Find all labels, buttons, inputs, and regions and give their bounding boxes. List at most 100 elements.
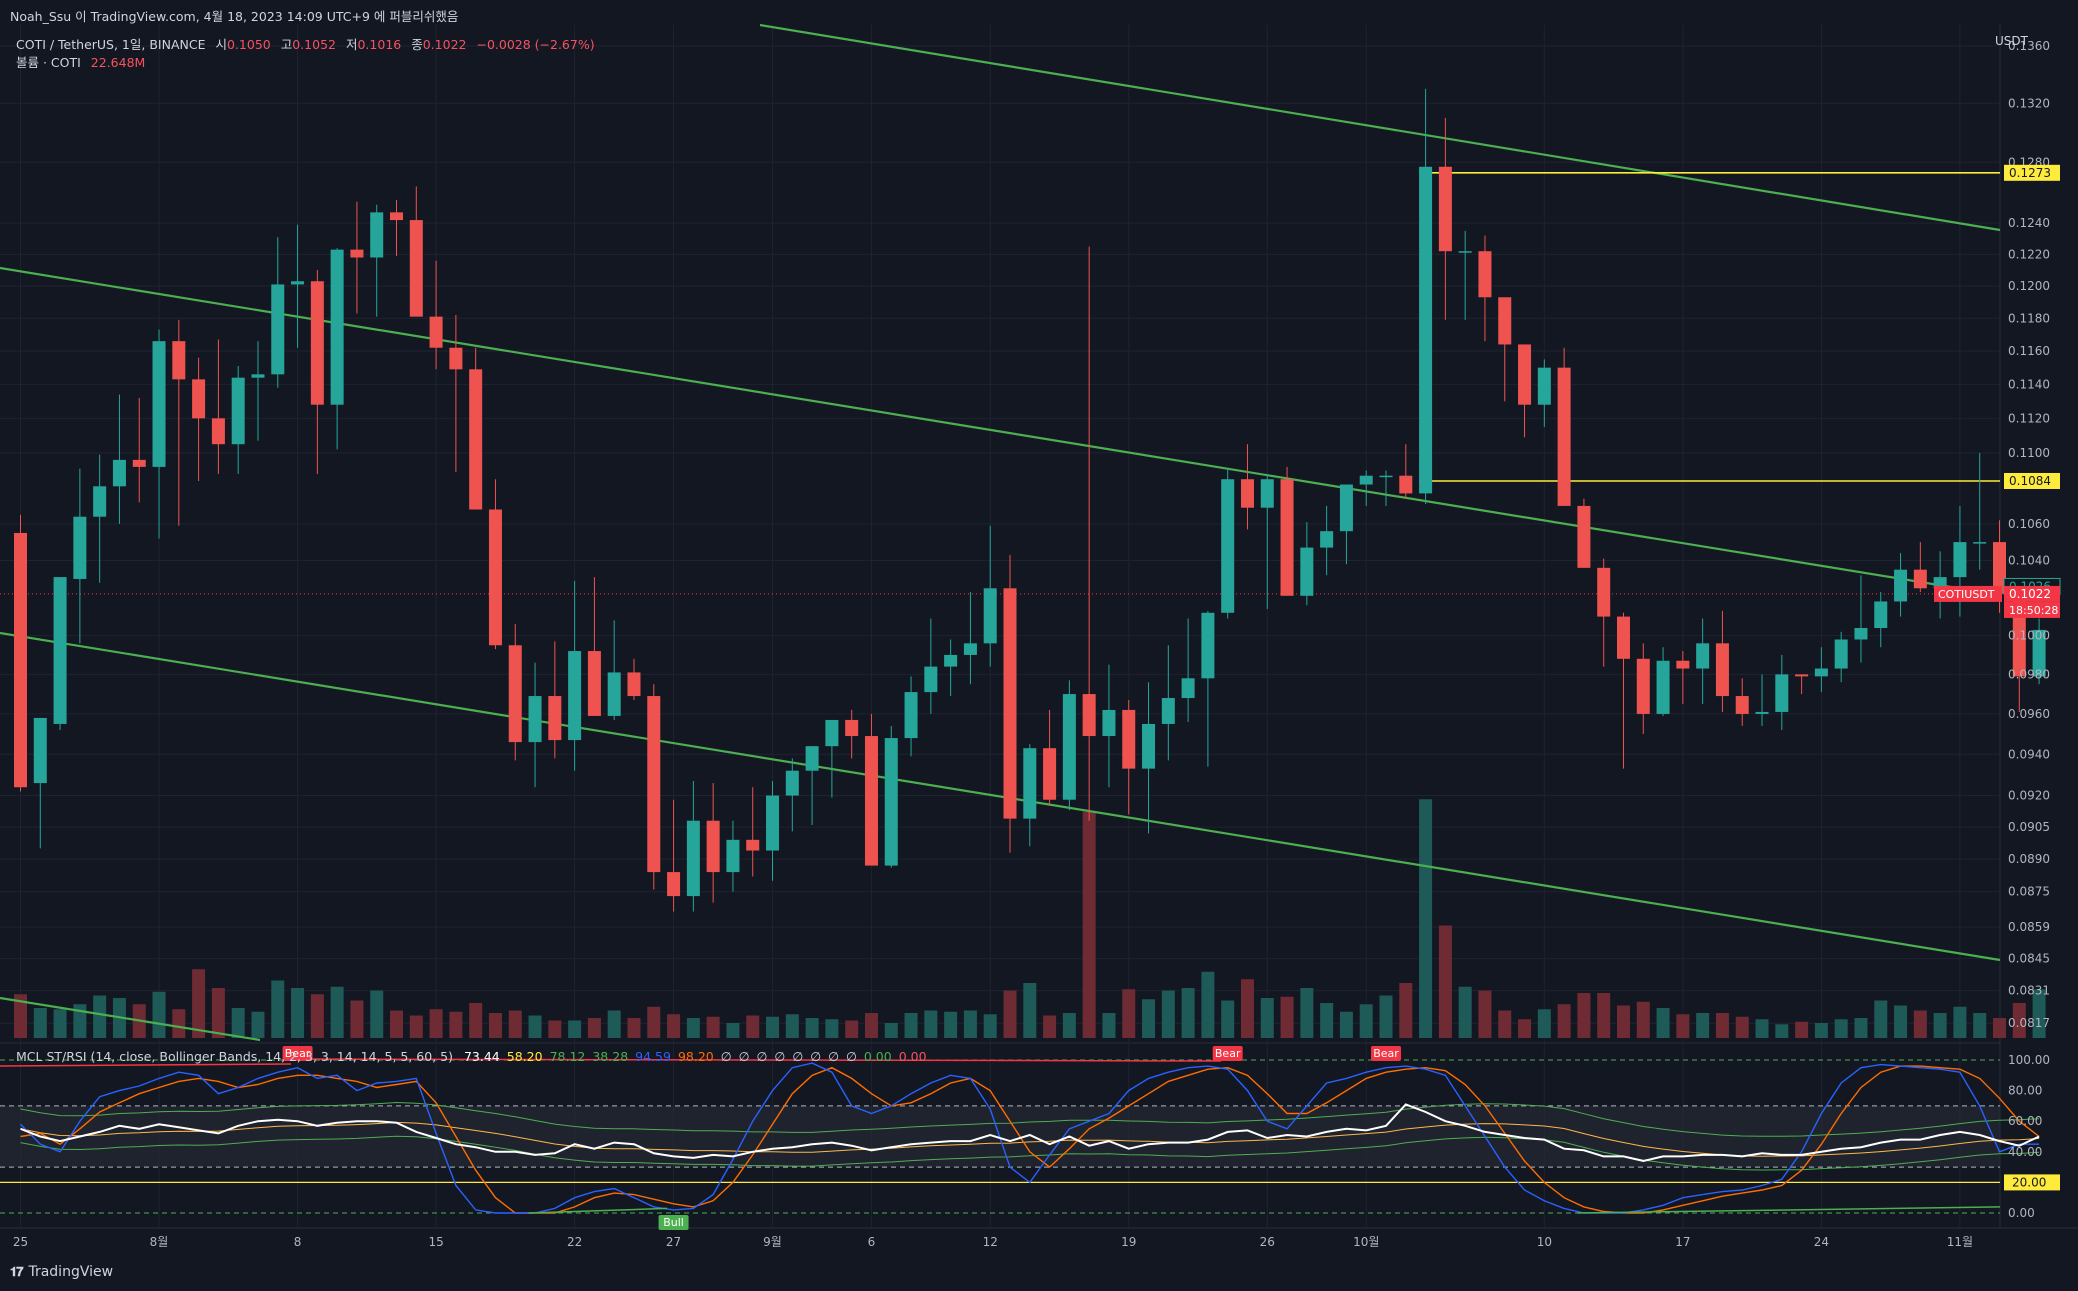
candle[interactable] bbox=[1181, 618, 1195, 722]
candle[interactable] bbox=[1537, 359, 1551, 427]
candle[interactable] bbox=[271, 237, 285, 388]
candle[interactable] bbox=[1696, 618, 1710, 704]
candle[interactable] bbox=[726, 820, 740, 892]
candle[interactable] bbox=[1577, 498, 1591, 568]
candle[interactable] bbox=[1458, 230, 1472, 320]
candle[interactable] bbox=[1874, 592, 1888, 648]
candle[interactable] bbox=[1399, 444, 1413, 499]
candle[interactable] bbox=[1478, 235, 1492, 342]
candle[interactable] bbox=[1161, 645, 1175, 761]
candle[interactable] bbox=[845, 709, 859, 759]
candle[interactable] bbox=[983, 525, 997, 667]
candle[interactable] bbox=[1814, 647, 1828, 693]
bear-marker[interactable]: Bear bbox=[282, 1046, 313, 1061]
candle[interactable] bbox=[14, 514, 27, 792]
candle[interactable] bbox=[1003, 554, 1017, 853]
candle[interactable] bbox=[1597, 558, 1611, 667]
candle[interactable] bbox=[1201, 610, 1215, 767]
indicator-legend[interactable]: MCL ST/RSI (14, close, Bollinger Bands, … bbox=[16, 1049, 927, 1064]
candle[interactable] bbox=[2032, 618, 2046, 685]
candle[interactable] bbox=[1557, 347, 1571, 506]
time-axis[interactable]: 25 8월 8 15 22 27 9월 6 12 19 26 10월 10 17 24 11월 bbox=[13, 1235, 1973, 1249]
candle[interactable] bbox=[112, 394, 126, 524]
candle[interactable] bbox=[963, 592, 977, 685]
price-axis[interactable]: 0.13600.13200.12800.12400.12200.12000.11… bbox=[1934, 39, 2061, 1220]
tradingview-logo[interactable]: 𝟏𝟕 TradingView bbox=[10, 1264, 113, 1280]
price-level-tag[interactable]: 0.1084 bbox=[2004, 472, 2060, 489]
channel-top-line[interactable] bbox=[759, 23, 2001, 232]
candle[interactable] bbox=[1775, 654, 1789, 730]
candle[interactable] bbox=[33, 717, 47, 849]
candle[interactable] bbox=[172, 319, 186, 526]
indicator-title[interactable]: MCL ST/RSI (14, close, Bollinger Bands, … bbox=[16, 1049, 453, 1064]
candle[interactable] bbox=[93, 454, 107, 583]
candle[interactable] bbox=[1419, 88, 1433, 505]
candle[interactable] bbox=[1142, 682, 1156, 834]
indicator-pane[interactable]: Bear Bear Bear Bull bbox=[0, 1046, 2040, 1230]
candle[interactable] bbox=[1221, 468, 1235, 619]
candle[interactable] bbox=[1795, 674, 1809, 695]
candle[interactable] bbox=[1379, 470, 1393, 506]
candle[interactable] bbox=[1260, 473, 1274, 609]
candle[interactable] bbox=[1913, 542, 1927, 593]
candle[interactable] bbox=[627, 658, 641, 701]
candle[interactable] bbox=[1280, 466, 1294, 596]
candle[interactable] bbox=[805, 746, 819, 825]
candle[interactable] bbox=[1359, 470, 1373, 506]
candle[interactable] bbox=[528, 662, 542, 788]
bear-marker[interactable]: Bear bbox=[1212, 1046, 1243, 1061]
candle[interactable] bbox=[1498, 297, 1512, 402]
candle[interactable] bbox=[1339, 484, 1353, 565]
candle[interactable] bbox=[706, 783, 720, 903]
bull-marker[interactable]: Bull bbox=[658, 1215, 689, 1230]
candle[interactable] bbox=[1973, 452, 1987, 570]
stoch-d-line[interactable] bbox=[20, 1065, 2040, 1214]
candles[interactable] bbox=[14, 88, 2046, 912]
trendlines[interactable] bbox=[0, 23, 2001, 1042]
candle[interactable] bbox=[469, 347, 483, 510]
candle[interactable] bbox=[1676, 651, 1690, 704]
bear-marker[interactable]: Bear bbox=[1371, 1046, 1402, 1061]
candle[interactable] bbox=[568, 580, 582, 771]
channel-lower-line[interactable] bbox=[0, 996, 261, 1042]
candle[interactable] bbox=[1102, 664, 1116, 788]
candle[interactable] bbox=[409, 186, 423, 317]
channel-middle-line[interactable] bbox=[0, 266, 2001, 597]
candle[interactable] bbox=[390, 200, 404, 256]
candle[interactable] bbox=[1933, 551, 1947, 619]
candle[interactable] bbox=[766, 781, 780, 881]
candle[interactable] bbox=[785, 758, 799, 832]
indicator-level-tag[interactable]: 20.00 bbox=[2004, 1174, 2060, 1191]
candle[interactable] bbox=[1715, 610, 1729, 712]
candle[interactable] bbox=[330, 248, 344, 450]
candle[interactable] bbox=[647, 684, 661, 890]
candle[interactable] bbox=[1240, 444, 1254, 530]
stoch-k-line[interactable] bbox=[20, 1062, 2040, 1214]
candle[interactable] bbox=[73, 468, 87, 644]
candle[interactable] bbox=[1518, 344, 1532, 438]
candle[interactable] bbox=[1043, 709, 1057, 806]
candle[interactable] bbox=[746, 787, 760, 877]
candle[interactable] bbox=[884, 725, 898, 868]
candle[interactable] bbox=[1438, 117, 1452, 320]
candle[interactable] bbox=[904, 676, 918, 757]
symbol-name[interactable]: COTI / TetherUS, 1일, BINANCE bbox=[16, 37, 206, 52]
candle[interactable] bbox=[548, 641, 562, 759]
candle[interactable] bbox=[1023, 744, 1037, 847]
candle[interactable] bbox=[1616, 612, 1630, 769]
candle[interactable] bbox=[251, 341, 265, 441]
candle[interactable] bbox=[607, 620, 621, 720]
candle[interactable] bbox=[1636, 643, 1650, 735]
rsi-line[interactable] bbox=[20, 1103, 2040, 1163]
candle[interactable] bbox=[686, 781, 700, 912]
candle[interactable] bbox=[132, 397, 146, 503]
symbol-legend[interactable]: COTI / TetherUS, 1일, BINANCE 시0.1050 고0.… bbox=[16, 34, 595, 53]
candle[interactable] bbox=[310, 270, 324, 474]
candle[interactable] bbox=[1122, 700, 1136, 815]
candle[interactable] bbox=[667, 799, 681, 912]
candle[interactable] bbox=[1300, 522, 1314, 606]
symbol-price-tag[interactable]: COTIUSDT 18:50:28 bbox=[1934, 585, 2060, 618]
candle[interactable] bbox=[449, 315, 463, 473]
candle[interactable] bbox=[1656, 647, 1670, 716]
